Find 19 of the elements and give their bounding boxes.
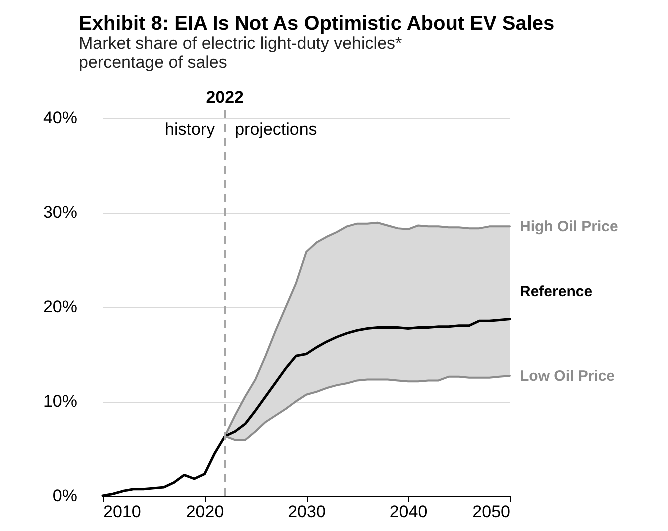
y-tick-label: 30% <box>43 203 78 222</box>
x-tick-label: 2040 <box>390 502 428 522</box>
y-axis-title: percentage of sales <box>79 53 228 72</box>
x-tick-label: 2020 <box>186 502 224 522</box>
annotation: history <box>165 120 216 139</box>
ref-line-label: 2022 <box>206 88 244 107</box>
x-tick-label: 2030 <box>288 502 326 522</box>
chart-subtitle: Market share of electric light-duty vehicles* <box>79 34 403 53</box>
annotation: projections <box>235 120 318 139</box>
x-tick-label: 2050 <box>472 502 510 522</box>
chart-title: Exhibit 8: EIA Is Not As Optimistic About EV Sales <box>79 13 555 35</box>
series-label: Reference <box>520 283 593 300</box>
y-tick-label: 10% <box>43 392 78 411</box>
series-label: High Oil Price <box>520 218 618 236</box>
y-tick-label: 0% <box>52 486 78 506</box>
x-tick-label: 2010 <box>104 502 142 522</box>
y-tick-label: 20% <box>43 298 78 316</box>
y-tick-label: 40% <box>43 108 78 128</box>
series-label: Low Oil Price <box>520 368 616 385</box>
